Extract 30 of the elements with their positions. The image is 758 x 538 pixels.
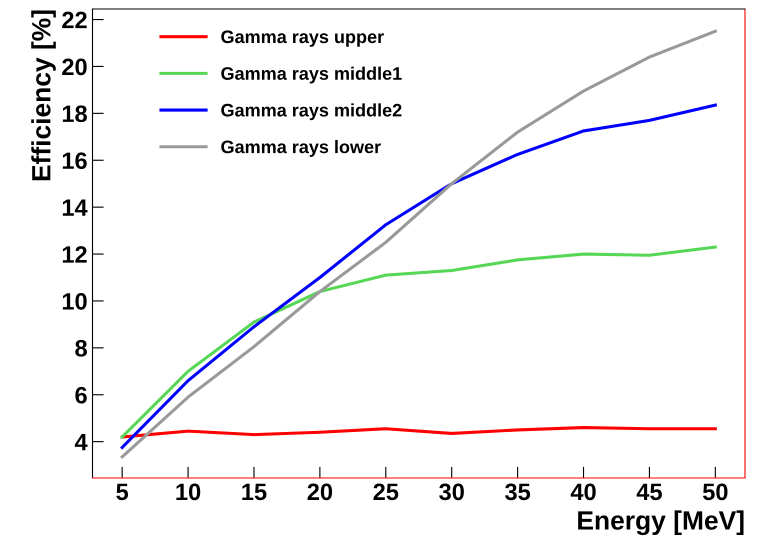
- line-series: [120, 426, 717, 438]
- y-tick-label: 14: [62, 199, 88, 216]
- x-tick-label: 50: [702, 483, 728, 500]
- x-tick-label: 10: [176, 483, 200, 500]
- x-tick-label: 45: [636, 484, 662, 500]
- x-tick-label: 25: [373, 483, 398, 500]
- legend-label: Gamma rays upper: [221, 30, 384, 47]
- line-series: [120, 30, 717, 458]
- x-tick-label: 35: [505, 483, 530, 500]
- legend-label: Gamma rays middle2: [221, 103, 402, 120]
- y-tick-label: 16: [62, 152, 87, 170]
- x-axis-title: Energy [MeV]: [578, 510, 744, 536]
- y-tick-label: 12: [62, 246, 87, 263]
- y-tick-label: 20: [62, 58, 87, 76]
- y-tick-label: 8: [75, 340, 87, 357]
- y-tick-label: 22: [62, 12, 87, 28]
- line-series: [120, 245, 717, 438]
- y-tick-label: 18: [62, 105, 87, 122]
- x-tick-label: 15: [242, 484, 266, 500]
- y-tick-label: 4: [74, 434, 88, 450]
- x-tick-label: 5: [116, 484, 128, 500]
- y-axis-title: Efficiency [%]: [31, 10, 56, 180]
- legend-label: Gamma rays middle1: [221, 66, 402, 84]
- y-tick-label: 6: [75, 386, 87, 404]
- y-tick-label: 10: [62, 293, 87, 310]
- x-tick-label: 20: [308, 483, 332, 500]
- legend-label: Gamma rays lower: [221, 140, 381, 157]
- x-tick-label: 40: [570, 483, 596, 500]
- line-series: [120, 104, 717, 450]
- x-tick-label: 30: [439, 483, 464, 500]
